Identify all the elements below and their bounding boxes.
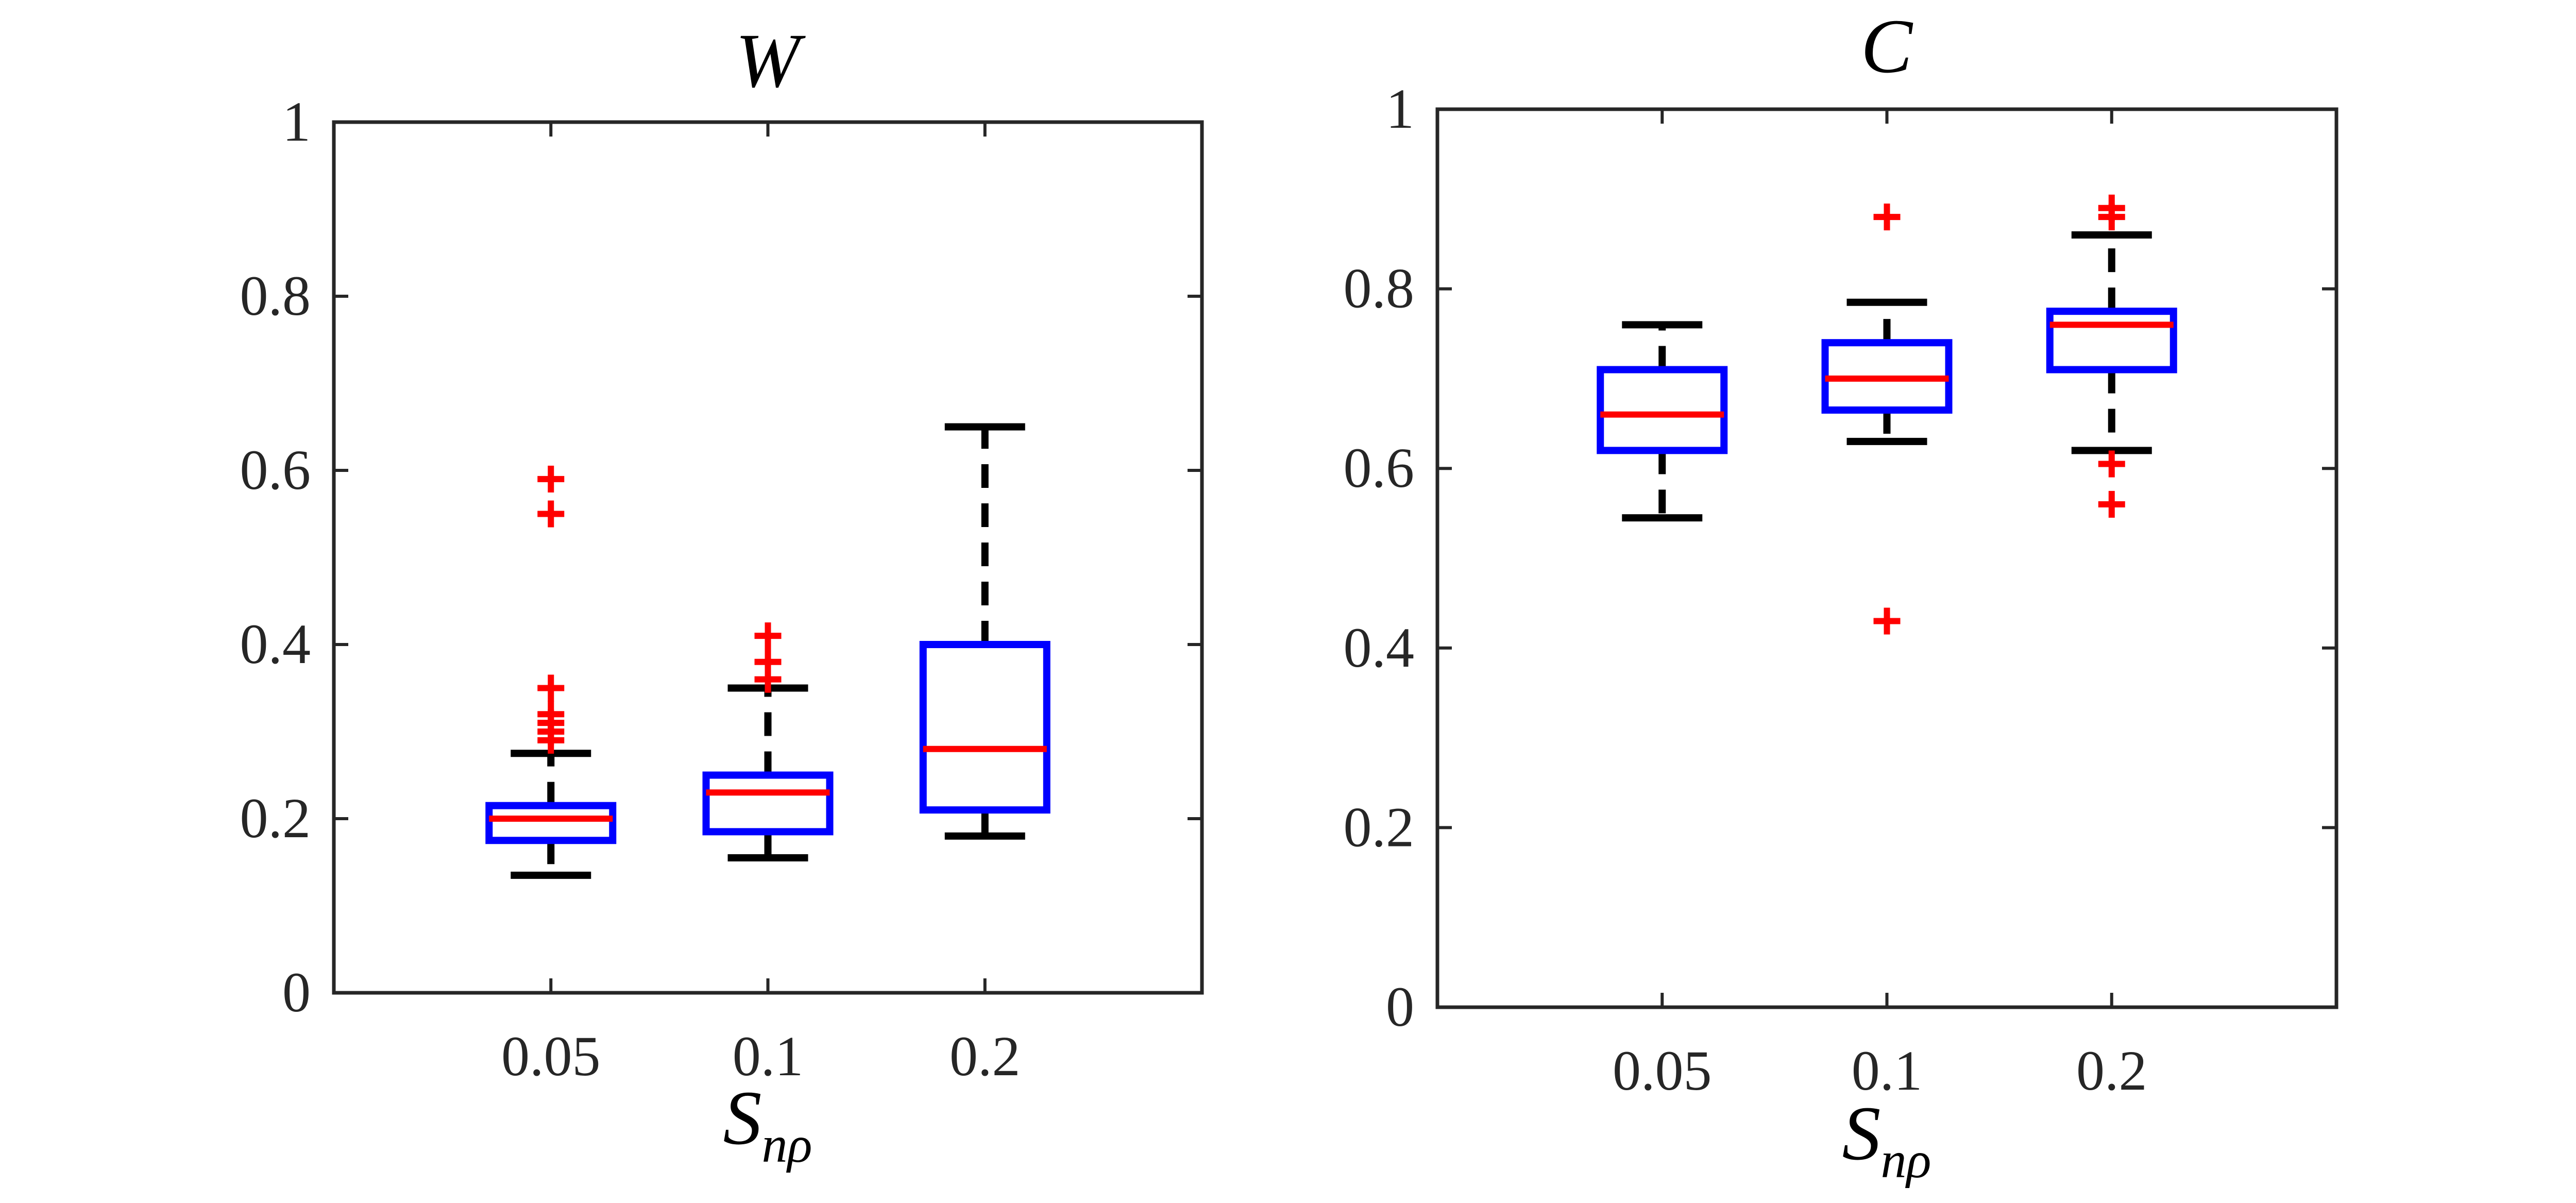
y-tick-label: 0 bbox=[1386, 975, 1414, 1038]
outlier-marker bbox=[537, 674, 565, 702]
box-iqr bbox=[702, 771, 834, 836]
y-tick-label: 1 bbox=[282, 90, 311, 153]
y-tick-label: 0.8 bbox=[1344, 257, 1415, 320]
outlier-marker bbox=[1873, 607, 1901, 635]
box-0.05 bbox=[485, 465, 617, 879]
x-axis-label: Snρ bbox=[723, 1075, 812, 1173]
x-tick-label: 0.1 bbox=[1852, 1039, 1923, 1102]
chart-panel-0: 0 0.2 0.4 0.6 0.8 1 0.05 0.1 0.2 W Snρ bbox=[240, 18, 1204, 1173]
box-0.05 bbox=[1597, 321, 1728, 522]
outlier-marker bbox=[2098, 490, 2125, 518]
x-tick-label: 0.2 bbox=[950, 1025, 1021, 1088]
outlier-marker bbox=[537, 500, 565, 528]
y-tick-label: 0.4 bbox=[240, 613, 311, 675]
box-iqr bbox=[1597, 366, 1728, 454]
y-tick-label: 1 bbox=[1386, 77, 1414, 140]
y-tick-label: 0.8 bbox=[240, 264, 311, 327]
box-0.2 bbox=[919, 423, 1050, 840]
box-iqr bbox=[919, 641, 1050, 814]
y-tick-label: 0.4 bbox=[1344, 616, 1415, 679]
y-tick-label: 0.6 bbox=[240, 438, 311, 501]
chart-title: W bbox=[736, 18, 806, 104]
y-tick-label: 0.2 bbox=[240, 787, 311, 850]
outlier-marker bbox=[2098, 450, 2125, 478]
outlier-marker bbox=[754, 622, 782, 650]
outlier-marker bbox=[537, 701, 565, 728]
box-0.1 bbox=[1821, 204, 1953, 635]
outlier-marker bbox=[537, 465, 565, 493]
box-iqr bbox=[485, 802, 617, 844]
box-0.1 bbox=[702, 622, 834, 862]
outlier-marker bbox=[754, 648, 782, 675]
box-0.2 bbox=[2046, 194, 2177, 518]
y-tick-label: 0.2 bbox=[1344, 795, 1415, 858]
x-axis-label: Snρ bbox=[1842, 1091, 1931, 1189]
x-tick-label: 0.05 bbox=[1613, 1039, 1712, 1102]
y-tick-label: 0 bbox=[282, 961, 311, 1024]
chart-panel-1: 0 0.2 0.4 0.6 0.8 1 0.05 0.1 0.2 C Snρ bbox=[1344, 4, 2338, 1189]
y-tick-label: 0.6 bbox=[1344, 436, 1415, 499]
box-iqr bbox=[2046, 308, 2177, 374]
x-tick-label: 0.05 bbox=[501, 1025, 601, 1088]
x-tick-label: 0.2 bbox=[2076, 1039, 2147, 1102]
outlier-marker bbox=[2098, 194, 2125, 222]
x-tick-label: 0.1 bbox=[733, 1025, 804, 1088]
chart-title: C bbox=[1861, 4, 1913, 89]
outlier-marker bbox=[1873, 204, 1901, 231]
